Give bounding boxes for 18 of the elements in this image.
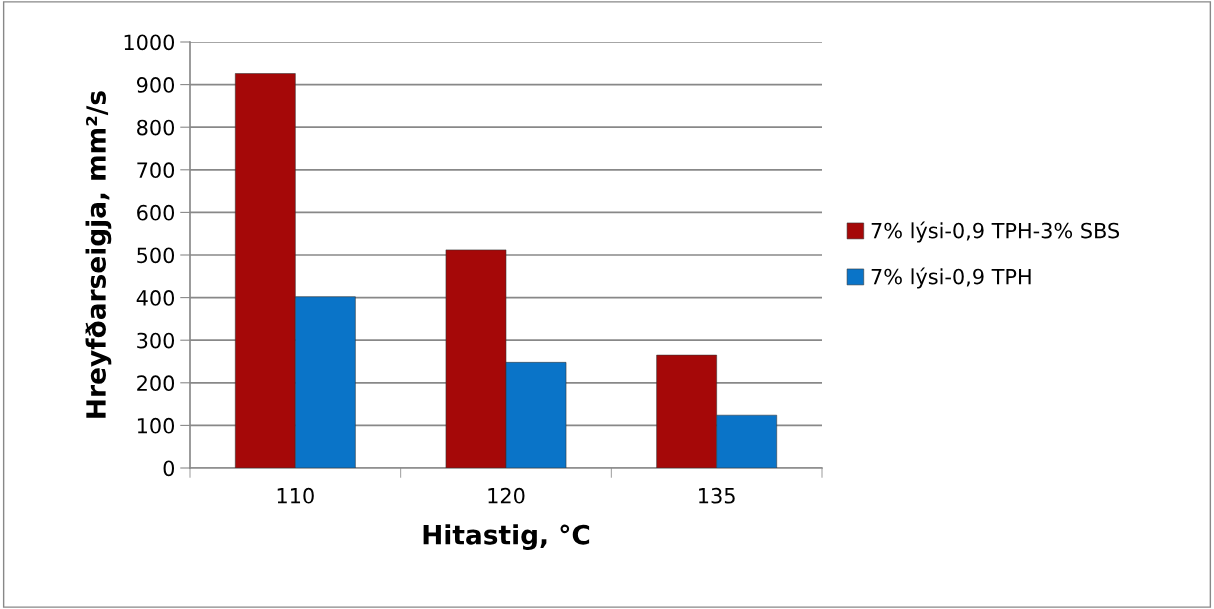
y-tick-label: 1000 — [124, 34, 175, 51]
y-tick-label: 500 — [137, 247, 175, 264]
y-tick-label: 300 — [137, 332, 175, 349]
y-tick-label: 100 — [137, 417, 175, 434]
y-tick-label: 800 — [137, 119, 175, 136]
x-axis-title: Hitastig, °C — [423, 524, 590, 551]
legend-label: 7% lýsi-0,9 TPH-3% SBS — [871, 221, 1120, 243]
x-tick-label: 120 — [488, 487, 525, 504]
y-tick-label: 400 — [136, 290, 175, 306]
legend-label: 7% lýsi-0,9 TPH — [871, 267, 1031, 289]
y-tick-label: 900 — [136, 77, 175, 93]
y-tick-label: 0 — [163, 460, 175, 477]
x-tick-label: 110 — [277, 487, 314, 504]
y-tick-label: 600 — [137, 204, 175, 221]
x-tick-label: 135 — [699, 487, 735, 504]
y-tick-label: 700 — [137, 162, 175, 179]
y-tick-label: 200 — [137, 375, 175, 392]
y-axis-title: Hreyfðarseigja, mm²/s — [85, 91, 112, 418]
